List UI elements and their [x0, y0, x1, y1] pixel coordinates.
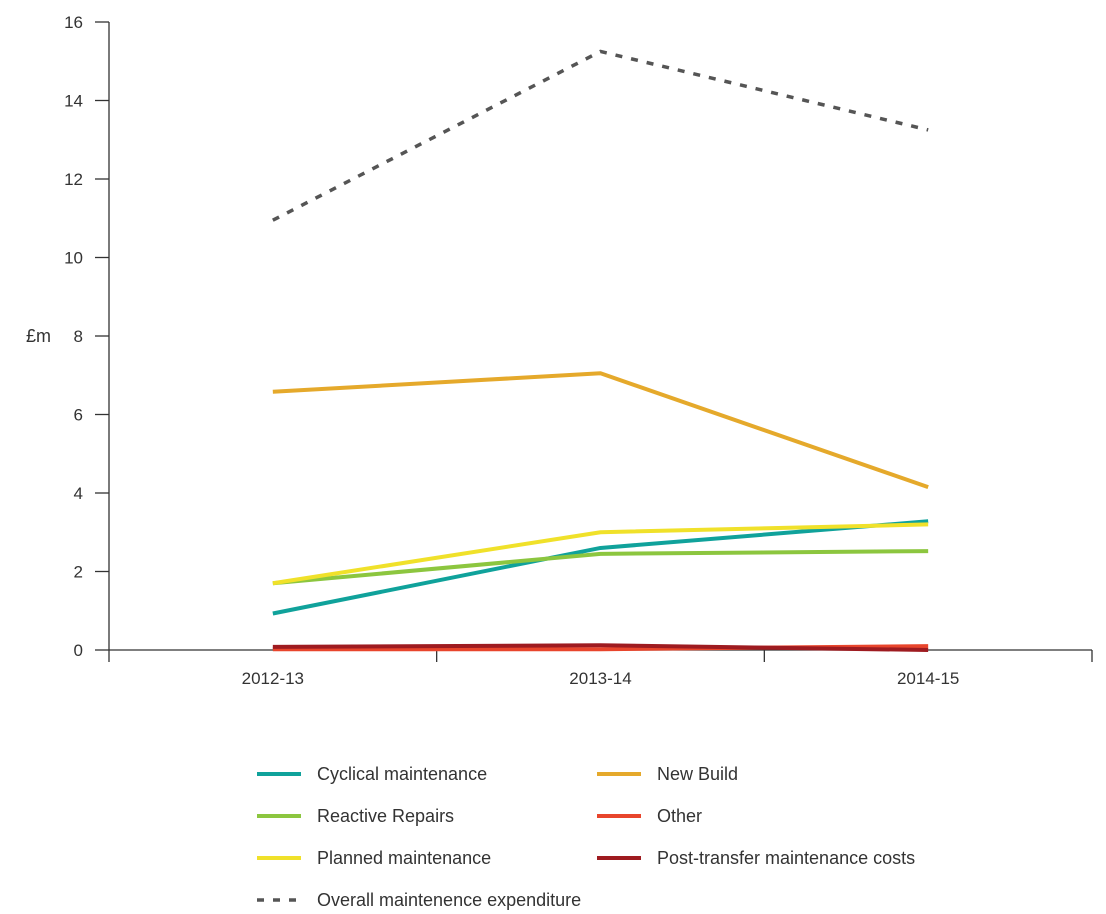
series-layer — [272, 49, 929, 652]
x-axis: 2012-13 2013-14 2014-15 — [108, 649, 1093, 688]
y-tick-label: 16 — [64, 13, 83, 32]
legend-label-overall-maintenence-expenditure: Overall maintenence expenditure — [317, 890, 581, 910]
legend-label-planned-maintenance: Planned maintenance — [317, 848, 491, 868]
y-axis: 0 2 4 6 8 10 12 14 16 — [64, 13, 110, 660]
series-line-cyclical-maintenance — [272, 519, 929, 616]
legend-label-reactive-repairs: Reactive Repairs — [317, 806, 454, 826]
y-tick-label: 0 — [74, 641, 83, 660]
legend-label-cyclical-maintenance: Cyclical maintenance — [317, 764, 487, 784]
y-tick-label: 6 — [74, 406, 83, 425]
series-line-new-build — [272, 371, 929, 490]
legend: Cyclical maintenance New Build Reactive Re… — [257, 764, 915, 910]
legend-label-other: Other — [657, 806, 702, 826]
y-tick-label: 8 — [74, 327, 83, 346]
legend-label-new-build: New Build — [657, 764, 738, 784]
series-line-post-transfer-maintenance-costs — [272, 643, 929, 652]
x-tick-label: 2013-14 — [569, 669, 631, 688]
y-tick-label: 2 — [74, 563, 83, 582]
y-tick-label: 12 — [64, 170, 83, 189]
series-line-overall-maintenence-expenditure — [272, 49, 929, 222]
y-tick-label: 4 — [74, 484, 83, 503]
series-line-reactive-repairs — [272, 549, 929, 586]
series-line-planned-maintenance — [272, 522, 929, 586]
y-tick-label: 10 — [64, 249, 83, 268]
legend-label-post-transfer-maintenance-costs: Post-transfer maintenance costs — [657, 848, 915, 868]
y-axis-label: £m — [26, 326, 51, 346]
y-tick-label: 14 — [64, 92, 83, 111]
x-tick-label: 2014-15 — [897, 669, 959, 688]
x-tick-label: 2012-13 — [242, 669, 304, 688]
